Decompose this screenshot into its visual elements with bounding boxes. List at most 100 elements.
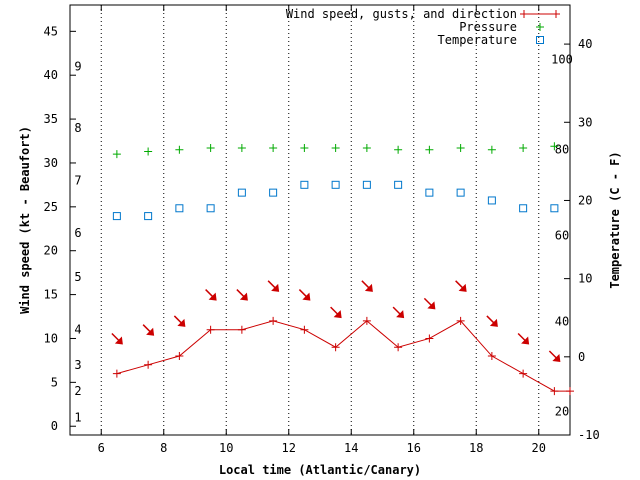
- beaufort-label: 8: [74, 121, 81, 135]
- y-tick-label: 5: [51, 375, 58, 389]
- wind-direction-arrow: [455, 280, 467, 292]
- temperature-point: [456, 188, 465, 197]
- y-tick-label: 10: [44, 331, 58, 345]
- pressure-point: [487, 145, 496, 154]
- pressure-point: [144, 147, 153, 156]
- temperature-point: [362, 180, 371, 189]
- plot-frame: [69, 4, 571, 436]
- wind-arrow-head: [146, 327, 155, 336]
- x-axis-label: Local time (Atlantic/Canary): [219, 463, 421, 477]
- wind-arrow-head: [364, 283, 373, 292]
- x-tick-label: 18: [469, 441, 483, 455]
- wind-direction-arrow: [205, 289, 217, 301]
- wind-speed-point: [425, 334, 434, 343]
- legend-label: Wind speed, gusts, and direction: [286, 7, 517, 21]
- wind-arrow-head: [177, 318, 186, 327]
- y2-tick-label: 30: [578, 115, 592, 129]
- temperature-point: [487, 196, 496, 205]
- grid-lines: [100, 5, 540, 435]
- y-tick-label: 35: [44, 112, 58, 126]
- wind-speed-point: [487, 352, 496, 361]
- y2-tick-label: 20: [578, 193, 592, 207]
- temperature-point: [519, 204, 528, 213]
- x-tick-label: 14: [344, 441, 358, 455]
- wind-direction-arrow: [111, 332, 123, 345]
- temperature-point: [550, 204, 559, 213]
- series-layer: [111, 142, 574, 396]
- wind-direction-arrow: [298, 289, 311, 301]
- axes: [69, 4, 571, 436]
- wind-direction-arrow: [142, 324, 155, 336]
- y-tick-label: 45: [44, 24, 58, 38]
- wind-direction-arrow: [361, 280, 373, 292]
- wind-speed-line: [116, 320, 570, 392]
- temperature-point: [300, 180, 309, 189]
- temperature-point: [331, 180, 340, 189]
- pressure-point: [175, 145, 184, 154]
- wind-arrow-head: [489, 318, 498, 327]
- wind-arrow-head: [208, 292, 217, 301]
- wind-direction-arrow: [267, 280, 280, 292]
- wind-speed-point: [144, 360, 153, 369]
- y-tick-label: 20: [44, 244, 58, 258]
- wind-speed-point: [394, 343, 403, 352]
- beaufort-label: 5: [74, 270, 81, 284]
- wind-arrow-head: [271, 283, 280, 292]
- y2-axis-label: Temperature (C - F): [608, 151, 622, 288]
- temperature-point: [112, 212, 121, 221]
- legend-label: Pressure: [459, 20, 517, 34]
- wind-arrow-head: [333, 310, 342, 319]
- wind-arrow-head: [114, 336, 123, 345]
- temperature-point: [206, 204, 215, 213]
- pressure-point: [112, 150, 121, 159]
- pressure-point: [425, 145, 434, 154]
- wind-arrow-head: [458, 283, 467, 292]
- wind-speed-point: [300, 325, 309, 334]
- wind-speed-point: [566, 387, 574, 396]
- legend-temperature-marker: [536, 36, 544, 44]
- wind-arrow-head: [521, 336, 530, 345]
- legend-label: Temperature: [438, 33, 517, 47]
- pressure-point: [519, 144, 528, 153]
- fahrenheit-label: 80: [555, 143, 569, 157]
- wind-direction-arrow: [330, 306, 342, 319]
- wind-direction-arrow: [392, 306, 405, 319]
- pressure-point: [237, 144, 246, 153]
- legend-wind-marker: [552, 10, 560, 18]
- fahrenheit-label: 100: [551, 53, 573, 67]
- wind-speed-point: [331, 343, 340, 352]
- x-tick-label: 8: [160, 441, 167, 455]
- legend: Wind speed, gusts, and directionPressure…: [286, 7, 560, 47]
- x-tick-label: 10: [219, 441, 233, 455]
- wind-arrow-head: [302, 292, 311, 301]
- pressure-point: [269, 144, 278, 153]
- wind-direction-arrow: [236, 289, 248, 301]
- temperature-point: [394, 180, 403, 189]
- y-tick-label: 40: [44, 68, 58, 82]
- beaufort-label: 7: [74, 174, 81, 188]
- fahrenheit-label: 60: [555, 229, 569, 243]
- temperature-point: [175, 204, 184, 213]
- wind-speed-point: [519, 369, 528, 378]
- wind-direction-arrow: [517, 332, 530, 345]
- y2-tick-label: 10: [578, 272, 592, 286]
- beaufort-label: 9: [74, 59, 81, 73]
- y2-tick-label: 40: [578, 37, 592, 51]
- x-tick-label: 12: [282, 441, 296, 455]
- wind-direction-arrow: [486, 315, 498, 327]
- beaufort-label: 4: [74, 323, 81, 337]
- temperature-point: [269, 188, 278, 197]
- pressure-point: [206, 144, 215, 153]
- wind-speed-point: [112, 369, 121, 378]
- wind-arrow-head: [239, 292, 248, 301]
- temperature-point: [237, 188, 246, 197]
- wind-speed-point: [237, 325, 246, 334]
- pressure-point: [362, 144, 371, 153]
- pressure-point: [550, 142, 559, 151]
- legend-pressure-marker: [536, 23, 544, 31]
- pressure-point: [456, 144, 465, 153]
- beaufort-label: 2: [74, 384, 81, 398]
- beaufort-label: 1: [74, 410, 81, 424]
- x-tick-label: 16: [407, 441, 421, 455]
